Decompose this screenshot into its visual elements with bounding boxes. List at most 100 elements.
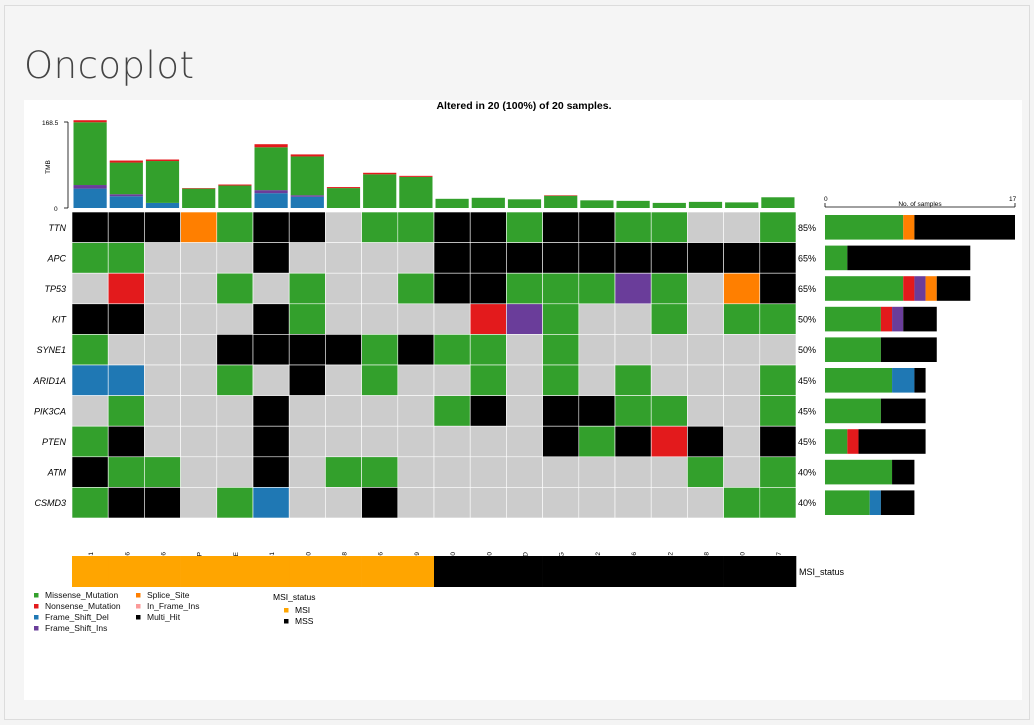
gene-label: TTN bbox=[49, 223, 67, 233]
oncoplot-cell bbox=[71, 242, 109, 274]
oncoplot-cell bbox=[614, 364, 652, 396]
oncoplot-cell bbox=[759, 364, 797, 396]
tmb-bar-segment bbox=[290, 156, 324, 196]
side-bar-segment bbox=[903, 276, 915, 301]
annotation-cell bbox=[361, 556, 399, 587]
tmb-bar-segment bbox=[471, 197, 505, 208]
oncoplot-cell bbox=[71, 272, 109, 305]
oncoplot-cell bbox=[723, 211, 761, 243]
oncoplot-cell bbox=[469, 242, 507, 274]
oncoplot-cell bbox=[144, 211, 181, 243]
legend-swatch bbox=[136, 604, 141, 609]
annotation-legend-swatch bbox=[284, 619, 289, 624]
oncoplot-cell bbox=[542, 395, 580, 427]
oncoplot-cell bbox=[397, 425, 435, 458]
tmb-bar-segment bbox=[109, 160, 143, 163]
side-bar-segment bbox=[825, 490, 870, 515]
tmb-bar-segment bbox=[73, 120, 107, 123]
annotation-legend-title: MSI_status bbox=[273, 592, 316, 602]
oncoplot-cell bbox=[614, 425, 652, 458]
gene-label: PTEN bbox=[42, 437, 67, 447]
tmb-bar-segment bbox=[725, 202, 759, 208]
side-bar-segment bbox=[825, 215, 904, 240]
oncoplot-cell bbox=[107, 211, 145, 243]
tmb-axis-label: TMB bbox=[45, 160, 52, 174]
gene-percent-label: 45% bbox=[798, 406, 816, 416]
oncoplot-cell bbox=[216, 272, 254, 305]
oncoplot-cell bbox=[506, 364, 543, 396]
oncoplot-cell bbox=[506, 242, 543, 274]
oncoplot-cell bbox=[687, 487, 724, 519]
side-bar-segment bbox=[825, 245, 848, 271]
oncoplot-cell bbox=[180, 211, 218, 243]
oncoplot-cell bbox=[361, 456, 399, 488]
gene-percent-label: 85% bbox=[798, 223, 816, 233]
gene-label: PIK3CA bbox=[34, 406, 66, 416]
tmb-bar-segment bbox=[182, 188, 216, 189]
tmb-bar-segment bbox=[399, 176, 433, 208]
oncoplot-cell bbox=[325, 272, 362, 305]
side-bar-segment bbox=[825, 459, 893, 485]
oncoplot-cell bbox=[687, 334, 724, 366]
oncoplot-cell bbox=[650, 456, 688, 488]
tmb-bar-segment bbox=[218, 185, 252, 208]
side-bar-segment bbox=[880, 490, 915, 515]
tmb-bar-segment bbox=[363, 174, 397, 208]
oncoplot-cell bbox=[542, 425, 580, 458]
annotation-cell bbox=[651, 556, 688, 587]
oncoplot-cell bbox=[325, 303, 362, 335]
oncoplot-cell bbox=[687, 364, 724, 396]
oncoplot-cell bbox=[361, 272, 399, 305]
tmb-bar-segment bbox=[145, 159, 180, 162]
oncoplot-cell bbox=[252, 272, 290, 305]
oncoplot-cell bbox=[252, 364, 290, 396]
annotation-track-label: MSI_status bbox=[799, 567, 845, 577]
oncoplot-cell bbox=[144, 395, 181, 427]
annotation-legend-label: MSI bbox=[295, 605, 310, 615]
tmb-bar-segment bbox=[544, 195, 578, 208]
oncoplot-cell bbox=[614, 303, 652, 335]
oncoplot-cell bbox=[578, 425, 616, 458]
oncoplot-cell bbox=[542, 334, 580, 366]
annotation-cell bbox=[397, 556, 435, 587]
gene-label: ARID1A bbox=[32, 376, 66, 386]
side-bar-segment bbox=[847, 245, 971, 271]
oncoplot-cell bbox=[107, 456, 145, 488]
tmb-bar-segment bbox=[109, 162, 143, 195]
annotation-cell bbox=[253, 556, 290, 587]
tmb-bar-segment bbox=[109, 196, 143, 208]
oncoplot-cell bbox=[144, 303, 181, 335]
tmb-axis-min-label: 0 bbox=[54, 206, 58, 213]
oncoplot-cell bbox=[578, 303, 616, 335]
oncoplot-cell bbox=[107, 364, 145, 396]
oncoplot-cell bbox=[469, 487, 507, 519]
oncoplot-cell bbox=[759, 456, 797, 488]
oncoplot-cell bbox=[325, 395, 362, 427]
oncoplot-cell bbox=[361, 395, 399, 427]
oncoplot-cell bbox=[288, 242, 326, 274]
gene-label: SYNE1 bbox=[36, 345, 66, 355]
oncoplot-cell bbox=[397, 395, 435, 427]
legend-label: Multi_Hit bbox=[147, 612, 181, 622]
side-bar-segment bbox=[903, 215, 915, 240]
legend-swatch bbox=[34, 615, 39, 620]
oncoplot-cell bbox=[144, 364, 181, 396]
oncoplot-cell bbox=[650, 272, 688, 305]
oncoplot-cell bbox=[759, 425, 797, 458]
side-bar-segment bbox=[903, 306, 937, 332]
oncoplot-cell bbox=[469, 303, 507, 335]
side-bar-segment bbox=[936, 276, 971, 301]
legend-label: Frame_Shift_Del bbox=[45, 612, 109, 622]
annotation-cell bbox=[542, 556, 580, 587]
tmb-bar-segment bbox=[544, 195, 578, 196]
annotation-cell bbox=[615, 556, 652, 587]
oncoplot-cell bbox=[361, 334, 399, 366]
oncoplot-cell bbox=[578, 487, 616, 519]
oncoplot-cell bbox=[397, 487, 435, 519]
annotation-cell bbox=[506, 556, 543, 587]
oncoplot-cell bbox=[614, 211, 652, 243]
gene-label: ATM bbox=[47, 468, 67, 478]
oncoplot-cell bbox=[252, 303, 290, 335]
legend-swatch bbox=[136, 593, 141, 598]
oncoplot-cell bbox=[759, 211, 797, 243]
